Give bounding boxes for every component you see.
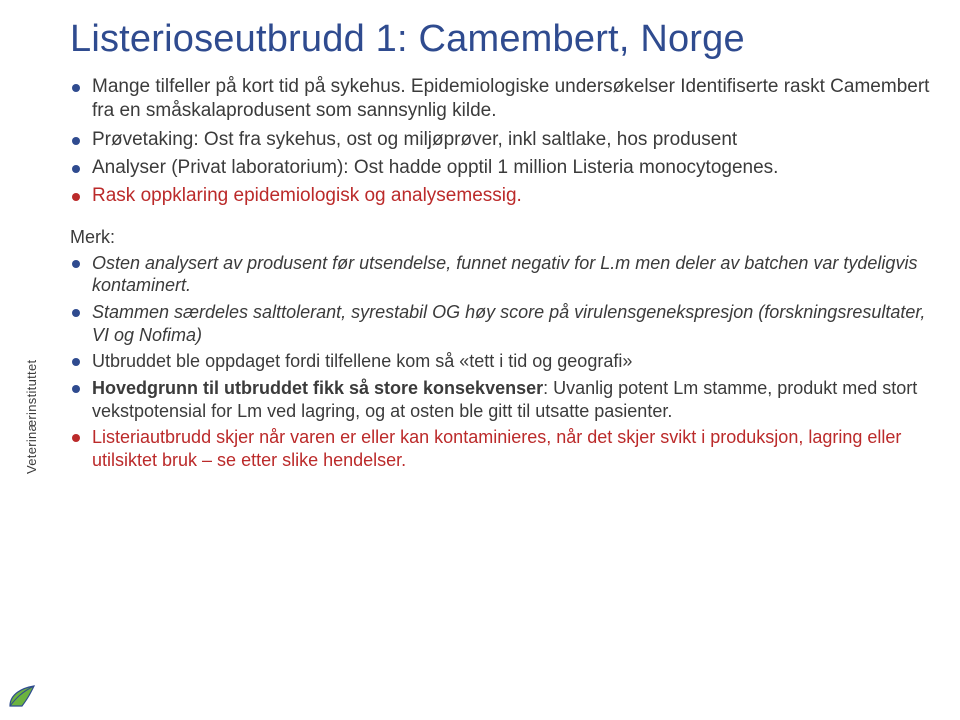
merk-bullets-list: Osten analysert av produsent før utsende… <box>70 252 940 472</box>
bullet-text: Analyser (Privat laboratorium): Ost hadd… <box>92 157 778 178</box>
bullet-text: Prøvetaking: Ost fra sykehus, ost og mil… <box>92 129 737 150</box>
top-bullet: Rask oppklaring epidemiologisk og analys… <box>70 184 940 208</box>
bullet-bold: Hovedgrunn til utbruddet fikk så store k… <box>92 378 543 398</box>
bullet-text: Mange tilfeller på kort tid på sykehus. … <box>92 76 929 121</box>
org-logo-icon <box>8 684 36 708</box>
sidebar-org-name: Veterinærinstituttet <box>24 360 39 474</box>
top-bullets-list: Mange tilfeller på kort tid på sykehus. … <box>70 75 940 209</box>
slide-title: Listerioseutbrudd 1: Camembert, Norge <box>70 18 940 61</box>
merk-bullet: Utbruddet ble oppdaget fordi tilfellene … <box>70 350 940 373</box>
top-bullet: Prøvetaking: Ost fra sykehus, ost og mil… <box>70 128 940 152</box>
top-bullet: Analyser (Privat laboratorium): Ost hadd… <box>70 156 940 180</box>
slide: Listerioseutbrudd 1: Camembert, Norge Ma… <box>0 0 960 720</box>
merk-bullet: Osten analysert av produsent før utsende… <box>70 252 940 297</box>
bullet-text: Listeriautbrudd skjer når varen er eller… <box>92 427 901 470</box>
bullet-italic: Osten analysert av produsent før utsende… <box>92 253 917 296</box>
merk-bullet: Hovedgrunn til utbruddet fikk så store k… <box>70 377 940 422</box>
bullet-text: Utbruddet ble oppdaget fordi tilfellene … <box>92 351 632 371</box>
bullet-text: Rask oppklaring epidemiologisk og analys… <box>92 185 522 206</box>
bullet-italic: Stammen særdeles salttolerant, syrestabi… <box>92 302 925 345</box>
sidebar: Veterinærinstituttet <box>0 0 46 720</box>
merk-label: Merk: <box>70 227 940 248</box>
merk-bullet: Listeriautbrudd skjer når varen er eller… <box>70 426 940 471</box>
top-bullet: Mange tilfeller på kort tid på sykehus. … <box>70 75 940 124</box>
merk-bullet: Stammen særdeles salttolerant, syrestabi… <box>70 301 940 346</box>
